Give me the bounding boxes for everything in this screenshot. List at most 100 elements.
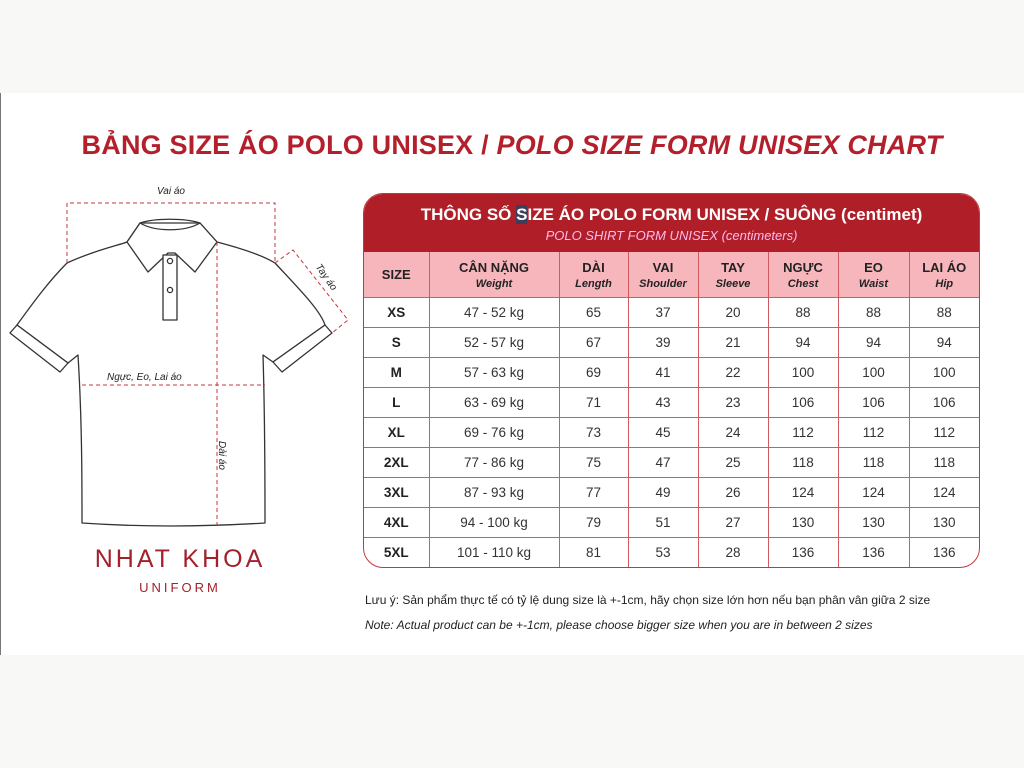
value-cell: 88 <box>837 297 910 328</box>
value-cell: 94 <box>767 327 839 358</box>
chest-label: Ngực, Eo, Lai áo <box>107 372 182 383</box>
value-cell: 136 <box>908 537 979 567</box>
note-en: Note: Actual product can be +-1cm, pleas… <box>365 618 873 632</box>
collar-band <box>139 218 201 224</box>
column-header: EO Waist <box>837 252 910 298</box>
value-cell: 118 <box>908 447 979 478</box>
table-row: 4XL 94 - 100 kg 79 51 27 130 130 130 <box>364 507 979 538</box>
table-row: S 52 - 57 kg 67 39 21 94 94 94 <box>364 327 979 358</box>
value-cell: 77 - 86 kg <box>428 447 560 478</box>
length-label: Dài áo <box>215 441 227 470</box>
table-row: 5XL 101 - 110 kg 81 53 28 136 136 136 <box>364 537 979 567</box>
value-cell: 106 <box>837 387 910 418</box>
value-cell: 130 <box>837 507 910 538</box>
value-cell: 23 <box>697 387 769 418</box>
column-header: TAY Sleeve <box>697 252 769 298</box>
value-cell: 45 <box>627 417 699 448</box>
size-cell: XL <box>364 417 430 448</box>
value-cell: 51 <box>627 507 699 538</box>
left-cuff <box>9 324 69 373</box>
note-vi: Lưu ý: Sản phẩm thực tế có tỷ lệ dung si… <box>365 593 931 607</box>
value-cell: 81 <box>558 537 629 567</box>
value-cell: 26 <box>697 477 769 508</box>
value-cell: 124 <box>767 477 839 508</box>
value-cell: 52 - 57 kg <box>428 327 560 358</box>
value-cell: 27 <box>697 507 769 538</box>
value-cell: 75 <box>558 447 629 478</box>
table-header: THÔNG SỐ SIZE ÁO POLO FORM UNISEX / SUÔN… <box>364 194 979 252</box>
value-cell: 53 <box>627 537 699 567</box>
value-cell: 112 <box>908 417 979 448</box>
value-cell: 106 <box>767 387 839 418</box>
value-cell: 112 <box>767 417 839 448</box>
table-row: XS 47 - 52 kg 65 37 20 88 88 88 <box>364 297 979 328</box>
value-cell: 94 <box>837 327 910 358</box>
value-cell: 69 - 76 kg <box>428 417 560 448</box>
value-cell: 57 - 63 kg <box>428 357 560 388</box>
size-table: THÔNG SỐ SIZE ÁO POLO FORM UNISEX / SUÔN… <box>363 193 980 568</box>
value-cell: 37 <box>627 297 699 328</box>
collar <box>126 222 218 273</box>
value-cell: 124 <box>908 477 979 508</box>
table-row: 3XL 87 - 93 kg 77 49 26 124 124 124 <box>364 477 979 508</box>
polo-shirt-diagram <box>9 202 349 527</box>
value-cell: 21 <box>697 327 769 358</box>
column-header: NGỰC Chest <box>767 252 839 298</box>
shoulder-label: Vai áo <box>157 186 185 197</box>
value-cell: 100 <box>837 357 910 388</box>
value-cell: 101 - 110 kg <box>428 537 560 567</box>
brand-logo-sub: UNIFORM <box>139 580 221 595</box>
value-cell: 136 <box>767 537 839 567</box>
value-cell: 100 <box>908 357 979 388</box>
value-cell: 47 <box>627 447 699 478</box>
value-cell: 118 <box>837 447 910 478</box>
value-cell: 88 <box>908 297 979 328</box>
value-cell: 130 <box>908 507 979 538</box>
column-header: SIZE <box>364 252 430 298</box>
size-cell: 4XL <box>364 507 430 538</box>
shoulder-measure-line <box>66 202 276 263</box>
size-cell: XS <box>364 297 430 328</box>
value-cell: 39 <box>627 327 699 358</box>
value-cell: 41 <box>627 357 699 388</box>
value-cell: 73 <box>558 417 629 448</box>
value-cell: 136 <box>837 537 910 567</box>
column-header: VAI Shoulder <box>627 252 699 298</box>
table-row: XL 69 - 76 kg 73 45 24 112 112 112 <box>364 417 979 448</box>
table-row: 2XL 77 - 86 kg 75 47 25 118 118 118 <box>364 447 979 478</box>
table-row: M 57 - 63 kg 69 41 22 100 100 100 <box>364 357 979 388</box>
value-cell: 20 <box>697 297 769 328</box>
value-cell: 79 <box>558 507 629 538</box>
size-cell: 5XL <box>364 537 430 567</box>
title-vi: BẢNG SIZE ÁO POLO UNISEX / <box>81 130 497 160</box>
value-cell: 94 - 100 kg <box>428 507 560 538</box>
value-cell: 69 <box>558 357 629 388</box>
value-cell: 47 - 52 kg <box>428 297 560 328</box>
value-cell: 112 <box>837 417 910 448</box>
value-cell: 118 <box>767 447 839 478</box>
value-cell: 67 <box>558 327 629 358</box>
brand-logo: NHAT KHOA <box>94 545 266 573</box>
size-cell: S <box>364 327 430 358</box>
value-cell: 94 <box>908 327 979 358</box>
size-cell: 2XL <box>364 447 430 478</box>
value-cell: 28 <box>697 537 769 567</box>
size-cell: L <box>364 387 430 418</box>
value-cell: 71 <box>558 387 629 418</box>
column-headers: SIZE CÂN NẶNG Weight DÀI Length VAI Shoulder TA… <box>364 252 979 298</box>
size-cell: 3XL <box>364 477 430 508</box>
value-cell: 43 <box>627 387 699 418</box>
value-cell: 88 <box>767 297 839 328</box>
value-cell: 24 <box>697 417 769 448</box>
value-cell: 100 <box>767 357 839 388</box>
value-cell: 49 <box>627 477 699 508</box>
page-title: BẢNG SIZE ÁO POLO UNISEX / POLO SIZE FOR… <box>0 130 1024 161</box>
value-cell: 22 <box>697 357 769 388</box>
value-cell: 25 <box>697 447 769 478</box>
value-cell: 130 <box>767 507 839 538</box>
value-cell: 87 - 93 kg <box>428 477 560 508</box>
value-cell: 106 <box>908 387 979 418</box>
value-cell: 63 - 69 kg <box>428 387 560 418</box>
size-cell: M <box>364 357 430 388</box>
value-cell: 124 <box>837 477 910 508</box>
